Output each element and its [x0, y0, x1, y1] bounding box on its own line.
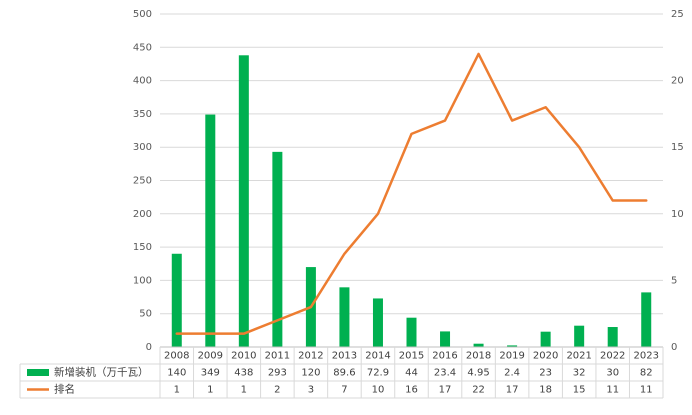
- bar: [507, 345, 518, 347]
- y-left-tick-label: 500: [133, 9, 152, 20]
- data-label-bars: 44: [405, 368, 418, 379]
- bar: [406, 317, 417, 347]
- x-tick-label: 2019: [499, 351, 524, 362]
- bar: [205, 114, 216, 347]
- bar: [272, 151, 283, 347]
- data-label-bars: 438: [234, 368, 253, 379]
- y-left-tick-label: 150: [133, 242, 152, 253]
- data-label-bars: 82: [640, 368, 653, 379]
- x-tick-label: 2022: [600, 351, 625, 362]
- x-tick-label: 2015: [399, 351, 424, 362]
- data-label-line: 1: [207, 385, 213, 396]
- data-label-line: 1: [174, 385, 180, 396]
- data-label-line: 18: [539, 385, 552, 396]
- y-left-tick-label: 50: [139, 309, 152, 320]
- legend-label-line: 排名: [54, 383, 75, 396]
- data-label-bars: 349: [201, 368, 220, 379]
- bar: [641, 292, 652, 347]
- bar: [574, 325, 585, 347]
- x-tick-label: 2014: [365, 351, 390, 362]
- legend-key-bars: [27, 369, 49, 376]
- y-right-tick-label: 0: [671, 342, 677, 353]
- bar: [473, 343, 484, 347]
- bar: [440, 331, 451, 347]
- bar: [372, 298, 383, 347]
- y-left-tick-label: 0: [146, 342, 152, 353]
- x-tick-label: 2016: [432, 351, 457, 362]
- y-left-tick-label: 300: [133, 142, 152, 153]
- bar: [339, 287, 350, 347]
- data-label-line: 17: [506, 385, 519, 396]
- data-label-bars: 4.95: [467, 368, 489, 379]
- x-tick-label: 2011: [265, 351, 290, 362]
- x-tick-label: 2008: [164, 351, 189, 362]
- data-label-bars: 293: [268, 368, 287, 379]
- y-left-tick-label: 400: [133, 76, 152, 87]
- data-label-line: 22: [472, 385, 485, 396]
- data-label-bars: 89.6: [333, 368, 355, 379]
- data-label-line: 7: [341, 385, 347, 396]
- data-label-line: 10: [372, 385, 385, 396]
- data-label-line: 11: [640, 385, 653, 396]
- bar: [607, 327, 618, 347]
- y-left-tick-label: 250: [133, 176, 152, 187]
- bar: [238, 55, 249, 348]
- data-label-line: 16: [405, 385, 418, 396]
- data-label-line: 1: [241, 385, 247, 396]
- y-right-tick-label: 20: [671, 76, 684, 87]
- x-tick-label: 2013: [332, 351, 357, 362]
- y-right-tick-label: 15: [671, 142, 684, 153]
- y-left-tick-label: 100: [133, 275, 152, 286]
- x-tick-label: 2012: [298, 351, 323, 362]
- x-tick-label: 2009: [198, 351, 223, 362]
- y-left-tick-label: 350: [133, 109, 152, 120]
- y-right-tick-label: 25: [671, 9, 684, 20]
- data-label-line: 11: [606, 385, 619, 396]
- data-label-line: 15: [573, 385, 586, 396]
- data-label-bars: 140: [167, 368, 186, 379]
- bar: [540, 331, 551, 347]
- data-label-bars: 32: [573, 368, 586, 379]
- rank-line: [175, 52, 648, 335]
- x-tick-label: 2010: [231, 351, 256, 362]
- x-tick-label: 2021: [566, 351, 591, 362]
- y-right-tick-label: 10: [671, 209, 684, 220]
- y-left-tick-label: 450: [133, 42, 152, 53]
- x-tick-label: 2020: [533, 351, 558, 362]
- data-label-bars: 72.9: [367, 368, 389, 379]
- data-label-line: 2: [274, 385, 280, 396]
- bar: [171, 253, 182, 347]
- data-label-bars: 30: [606, 368, 619, 379]
- legend-label-bars: 新增装机（万千瓦）: [54, 366, 149, 379]
- data-label-bars: 23: [539, 368, 552, 379]
- data-label-line: 17: [439, 385, 452, 396]
- data-label-bars: 23.4: [434, 368, 456, 379]
- x-tick-label: 2018: [466, 351, 491, 362]
- x-tick-label: 2023: [634, 351, 659, 362]
- y-right-tick-label: 5: [671, 275, 677, 286]
- data-label-bars: 2.4: [504, 368, 520, 379]
- y-left-tick-label: 200: [133, 209, 152, 220]
- data-label-bars: 120: [301, 368, 320, 379]
- data-label-line: 3: [308, 385, 314, 396]
